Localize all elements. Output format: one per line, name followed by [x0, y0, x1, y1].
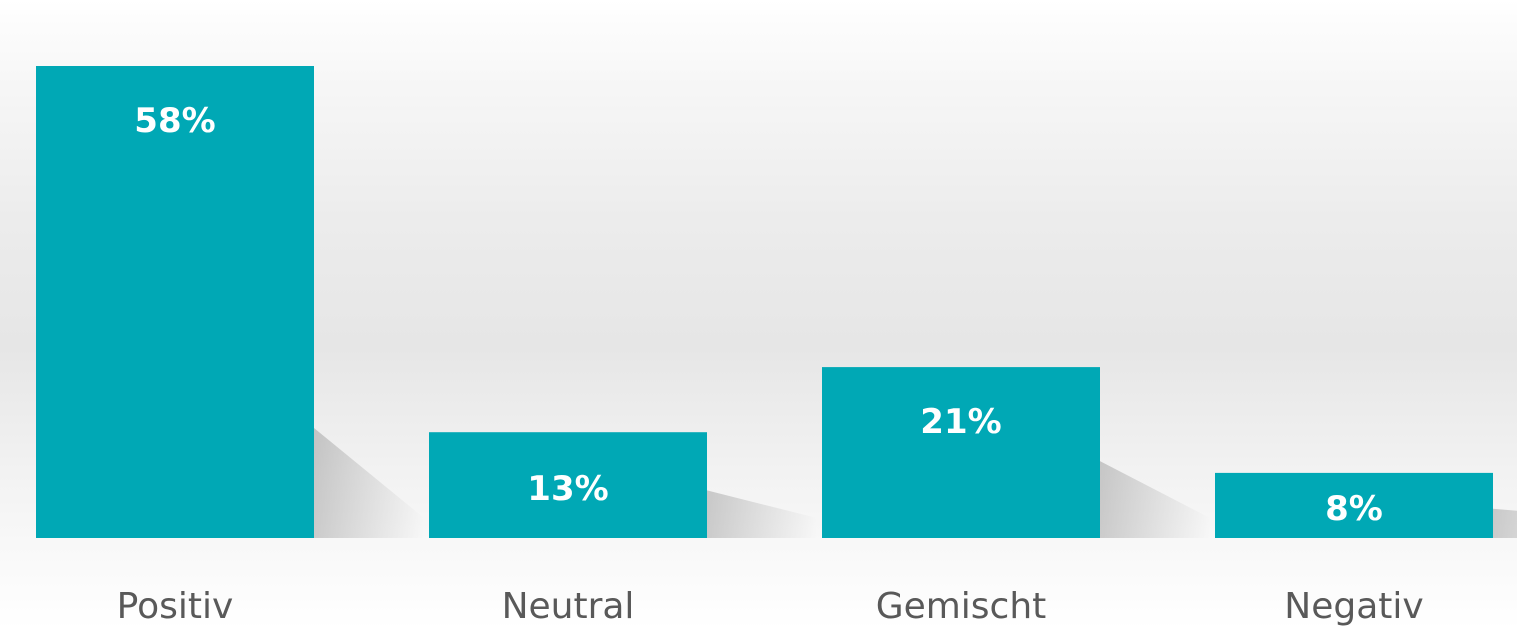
bar-shadow — [314, 428, 424, 538]
category-label-negativ: Negativ — [1284, 586, 1423, 627]
bar-gemischt — [822, 367, 1100, 538]
category-label-positiv: Positiv — [117, 586, 234, 627]
data-label-positiv: 58% — [134, 101, 215, 141]
bar-negativ — [1215, 472, 1493, 538]
bar-positiv — [36, 66, 314, 538]
category-label-gemischt: Gemischt — [876, 586, 1047, 627]
bar-shadow — [1493, 508, 1517, 538]
data-label-negativ: 8% — [1325, 489, 1383, 529]
bar-neutral — [429, 432, 707, 538]
category-label-neutral: Neutral — [502, 586, 635, 627]
data-label-gemischt: 21% — [920, 402, 1001, 442]
bar-shadow — [707, 490, 817, 538]
bar-shadow — [1100, 461, 1210, 538]
data-label-neutral: 13% — [527, 469, 608, 509]
